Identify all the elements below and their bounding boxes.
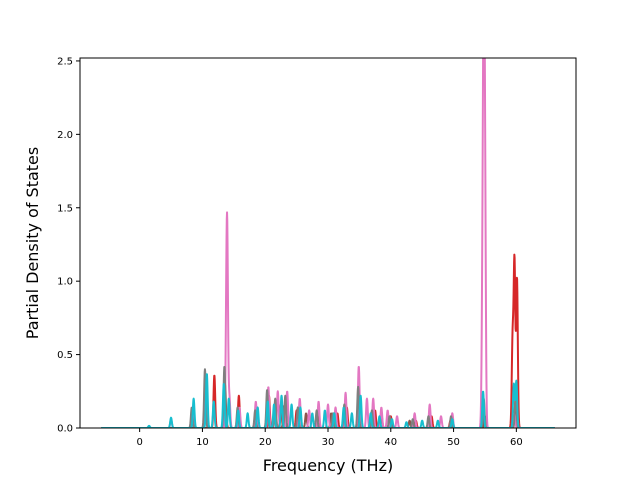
- x-tick-label: 0: [136, 437, 142, 448]
- y-tick-label: 0.5: [57, 350, 73, 361]
- y-tick-label: 1.0: [57, 277, 73, 288]
- pdos-series-line-3: [100, 58, 556, 428]
- x-tick-label: 10: [196, 437, 209, 448]
- x-tick-label: 40: [384, 437, 397, 448]
- x-tick-label: 50: [447, 437, 460, 448]
- y-axis-ticks: 0.0 0.5 1.0 1.5 2.0 2.5: [57, 56, 80, 435]
- x-tick-label: 30: [322, 437, 335, 448]
- y-tick-label: 0.0: [57, 424, 73, 435]
- x-axis-label: Frequency (THz): [263, 456, 393, 475]
- x-axis-ticks: 0 10 20 30 40 50 60: [136, 428, 523, 448]
- x-tick-label: 60: [510, 437, 523, 448]
- y-tick-label: 2.0: [57, 130, 73, 141]
- y-tick-label: 1.5: [57, 203, 73, 214]
- y-tick-label: 2.5: [57, 56, 73, 67]
- x-tick-label: 20: [259, 437, 272, 448]
- y-axis-label: Partial Density of States: [23, 147, 42, 339]
